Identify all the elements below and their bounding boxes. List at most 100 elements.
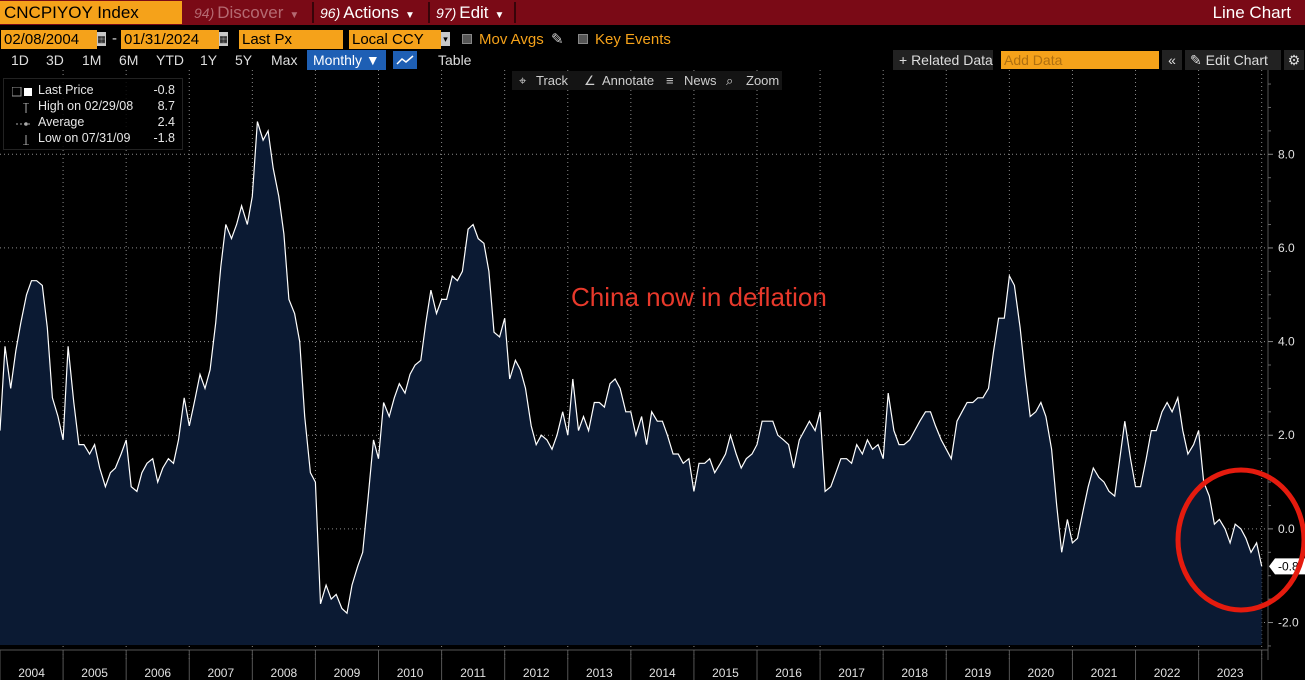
checkbox-icon[interactable] [11, 85, 32, 97]
edit-menu-label: Edit [459, 3, 489, 22]
calendar-icon[interactable]: ▦ [219, 32, 228, 46]
period-ytd[interactable]: YTD [156, 52, 184, 68]
legend-average-label: Average [38, 115, 85, 129]
add-data-input[interactable]: Add Data [1001, 51, 1159, 69]
edit-chart-button[interactable]: ✎ Edit Chart [1185, 50, 1281, 70]
top-toolbar: CNCPIYOY Index 94) Discover ▼ 96) Actions ▼ … [0, 0, 1305, 25]
news-icon[interactable]: ≡ [666, 73, 674, 88]
chevron-double-left-icon[interactable]: « [1162, 50, 1182, 70]
annotate-button[interactable]: Annotate [602, 73, 655, 88]
x-tick-label: 2008 [271, 666, 298, 680]
mov-avgs-checkbox[interactable] [462, 34, 472, 44]
period-5y[interactable]: 5Y [235, 52, 253, 68]
edit-menu[interactable]: 97) Edit ▼ [430, 0, 510, 25]
search-icon[interactable]: ⌕ [726, 73, 734, 88]
divider [428, 2, 430, 23]
frequency-select[interactable]: Monthly ▼ [307, 50, 386, 70]
legend-row-last[interactable]: Last Price -0.8 [4, 82, 182, 98]
pencil-icon[interactable]: ∠ [584, 73, 596, 88]
discover-menu-label: Discover [217, 3, 284, 22]
x-tick-label: 2021 [1091, 666, 1118, 680]
start-date-field[interactable]: 02/08/2004 [1, 30, 97, 49]
pencil-icon[interactable]: ✎ [551, 31, 564, 48]
y-tick-label: 4.0 [1278, 335, 1295, 349]
date-range-dash: - [112, 30, 117, 47]
legend-last-label: Last Price [38, 83, 94, 97]
average-marker-icon [12, 117, 34, 127]
y-tick-label: 6.0 [1278, 241, 1295, 255]
legend-low-value: -1.8 [153, 131, 175, 145]
chevron-down-icon: ▼ [404, 10, 415, 21]
x-tick-label: 2014 [649, 666, 676, 680]
discover-menu-number: 94) [194, 5, 215, 21]
legend-high-value: 8.7 [157, 99, 175, 113]
key-events-label[interactable]: Key Events [595, 31, 671, 48]
x-tick-label: 2020 [1028, 666, 1055, 680]
table-view-button[interactable]: Table [438, 52, 472, 68]
gear-icon[interactable]: ⚙ [1284, 50, 1304, 70]
key-events-checkbox[interactable] [578, 34, 588, 44]
legend-row-average: Average 2.4 [4, 114, 182, 130]
y-tick-label: 8.0 [1278, 147, 1295, 161]
chevron-down-icon: ▼ [494, 10, 505, 21]
calendar-icon[interactable]: ▦ [97, 32, 106, 46]
news-button[interactable]: News [684, 73, 717, 88]
legend-high-label: High on 02/29/08 [38, 99, 134, 113]
legend: Last Price -0.8 High on 02/29/08 8.7 Ave… [3, 78, 183, 150]
x-tick-label: 2022 [1154, 666, 1181, 680]
high-marker-icon [12, 101, 32, 113]
legend-low-label: Low on 07/31/09 [38, 131, 131, 145]
actions-menu-number: 96) [320, 5, 341, 21]
last-value-label: -0.8 [1278, 559, 1299, 573]
chart-type-title: Line Chart [1212, 3, 1291, 22]
x-tick-label: 2016 [775, 666, 802, 680]
x-tick-label: 2012 [523, 666, 550, 680]
x-tick-label: 2005 [81, 666, 108, 680]
period-1m[interactable]: 1M [82, 52, 102, 68]
x-tick-label: 2004 [18, 666, 45, 680]
x-axis: 2004 2005 2006 2007 2008 2009 2010 2011 2012 2013… [0, 649, 1268, 680]
legend-last-value: -0.8 [153, 83, 175, 97]
ticker-field[interactable]: CNCPIYOY Index [0, 1, 182, 24]
legend-row-high: High on 02/29/08 8.7 [4, 98, 182, 114]
price-field-select[interactable]: Last Px [239, 30, 343, 49]
legend-average-value: 2.4 [157, 115, 175, 129]
series-area [0, 121, 1262, 645]
related-data-button[interactable]: + Related Data [893, 50, 993, 70]
period-6m[interactable]: 6M [119, 52, 139, 68]
period-bar: 1D 3D 1M 6M YTD 1Y 5Y Max Monthly ▼ Tabl… [0, 50, 1305, 70]
y-tick-label: 2.0 [1278, 428, 1295, 442]
period-3d[interactable]: 3D [46, 52, 64, 68]
x-tick-label: 2019 [964, 666, 991, 680]
x-tick-label: 2010 [397, 666, 424, 680]
discover-menu[interactable]: 94) Discover ▼ [188, 0, 305, 25]
x-tick-label: 2017 [838, 666, 865, 680]
period-1d[interactable]: 1D [11, 52, 29, 68]
actions-menu[interactable]: 96) Actions ▼ [314, 0, 421, 25]
end-date-field[interactable]: 01/31/2024 [121, 30, 219, 49]
currency-select[interactable]: Local CCY [349, 30, 441, 49]
actions-menu-label: Actions [343, 3, 399, 22]
x-tick-label: 2006 [144, 666, 171, 680]
line-chart-icon[interactable] [393, 51, 417, 69]
legend-row-low: Low on 07/31/09 -1.8 [4, 130, 182, 146]
series-line [0, 121, 1263, 615]
chart-tools: ⌖ Track ∠ Annotate ≡ News ⌕ Zoom [512, 71, 782, 90]
mov-avgs-label[interactable]: Mov Avgs [479, 31, 544, 48]
x-tick-label: 2007 [207, 666, 234, 680]
track-button[interactable]: Track [536, 73, 569, 88]
crosshair-icon[interactable]: ⌖ [519, 73, 527, 88]
x-tick-label: 2015 [712, 666, 739, 680]
period-1y[interactable]: 1Y [200, 52, 218, 68]
annotation-text: China now in deflation [571, 282, 827, 312]
divider [514, 2, 516, 23]
x-tick-label: 2011 [460, 666, 486, 680]
y-tick-label: 0.0 [1278, 522, 1295, 536]
period-max[interactable]: Max [271, 52, 298, 68]
zoom-button[interactable]: Zoom [746, 73, 780, 88]
chevron-down-icon[interactable]: ▾ [441, 32, 450, 46]
low-marker-icon [12, 133, 32, 146]
y-tick-label: -2.0 [1278, 616, 1299, 630]
chevron-down-icon: ▼ [289, 10, 300, 21]
